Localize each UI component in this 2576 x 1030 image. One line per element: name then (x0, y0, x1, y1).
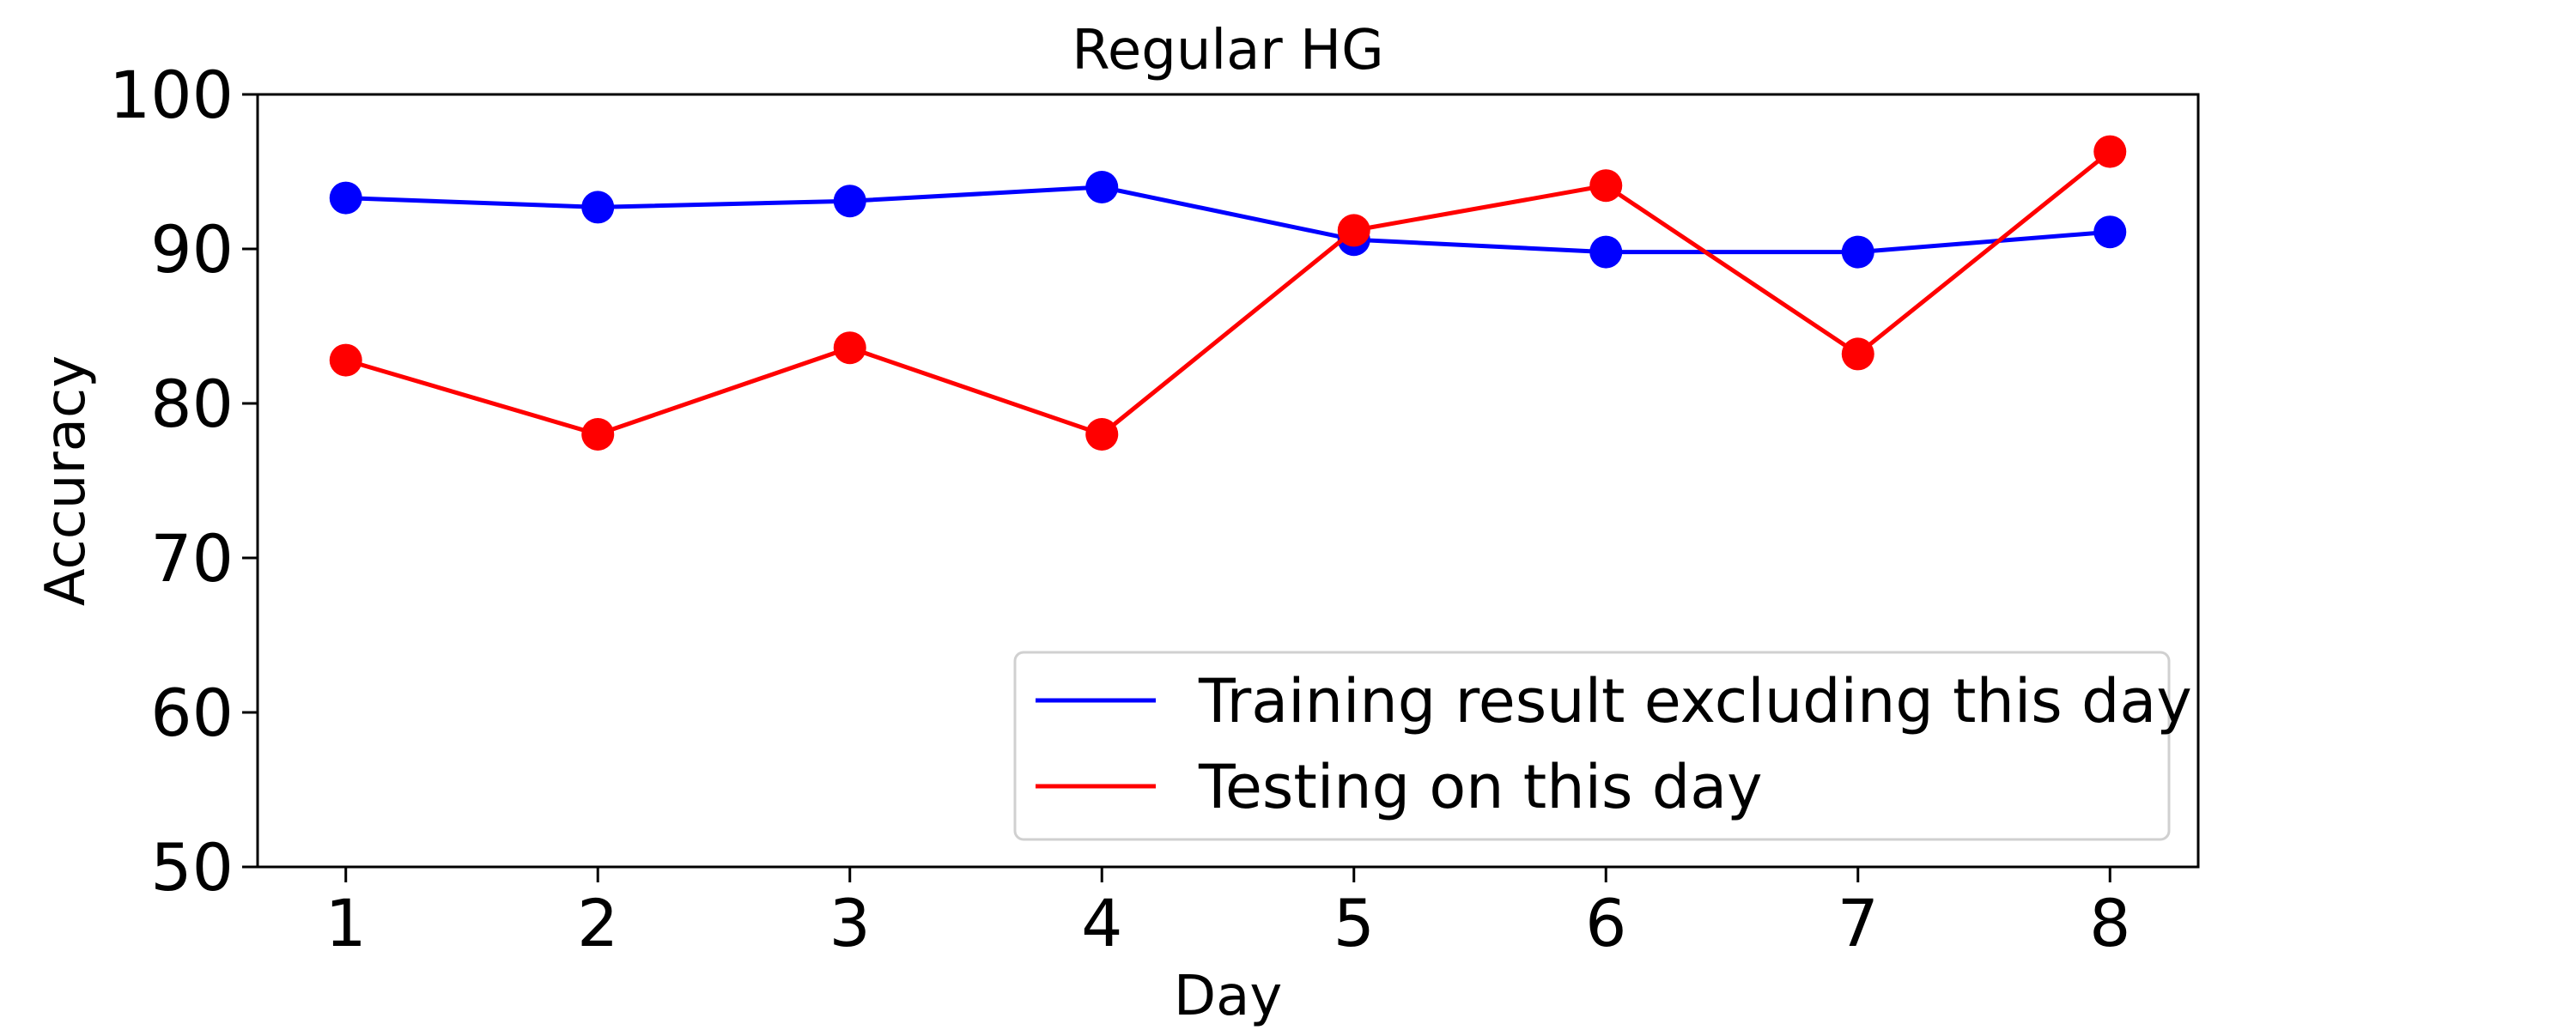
data-point (833, 331, 866, 365)
series-line (345, 149, 2111, 437)
y-tick-label: 50 (150, 829, 234, 906)
data-point (1589, 235, 1623, 269)
data-point (581, 418, 615, 451)
x-tick-label: 4 (1081, 885, 1122, 961)
y-tick-label: 80 (150, 366, 234, 442)
x-tick-label: 5 (1334, 885, 1375, 961)
x-tick-label: 8 (2089, 885, 2130, 961)
legend-box (1013, 651, 2171, 841)
data-point (329, 181, 362, 215)
y-axis-label: Accuracy (34, 355, 98, 606)
x-tick-label: 1 (325, 885, 367, 961)
data-point (581, 191, 615, 224)
chart-title: Regular HG (1072, 19, 1384, 82)
data-point (1085, 171, 1119, 203)
legend-item: Training result excluding this day (1036, 666, 2192, 736)
data-point (329, 343, 362, 377)
data-point (2093, 135, 2127, 168)
legend-item: Testing on this day (1036, 752, 1763, 822)
data-point (2093, 215, 2127, 249)
legend: Training result excluding this day Testin… (1013, 651, 2192, 841)
x-tick-label: 3 (829, 885, 871, 961)
x-axis-label: Day (1174, 965, 1282, 1028)
x-tick-label: 7 (1838, 885, 1879, 961)
y-axis: 50 60 70 80 90 100 (109, 57, 258, 906)
series-layer (329, 135, 2127, 451)
series-1 (329, 171, 2127, 269)
y-tick-label: 70 (150, 520, 234, 597)
data-point (1337, 214, 1370, 247)
x-tick-label: 6 (1585, 885, 1626, 961)
data-point (1841, 235, 1874, 269)
series-2 (329, 135, 2127, 451)
y-tick-label: 90 (150, 211, 234, 288)
data-point (1589, 169, 1623, 203)
series-line (345, 185, 2111, 255)
data-point (1841, 337, 1874, 371)
x-axis: 1 2 3 4 5 6 7 8 (325, 867, 2130, 961)
y-tick-label: 100 (109, 57, 234, 133)
plot-area (256, 93, 2200, 869)
data-point (833, 185, 866, 218)
y-tick-label: 60 (150, 675, 234, 751)
legend-label: Training result excluding this day (1198, 666, 2192, 736)
legend-label: Testing on this day (1198, 752, 1763, 822)
x-tick-label: 2 (577, 885, 618, 961)
data-point (1085, 418, 1119, 451)
